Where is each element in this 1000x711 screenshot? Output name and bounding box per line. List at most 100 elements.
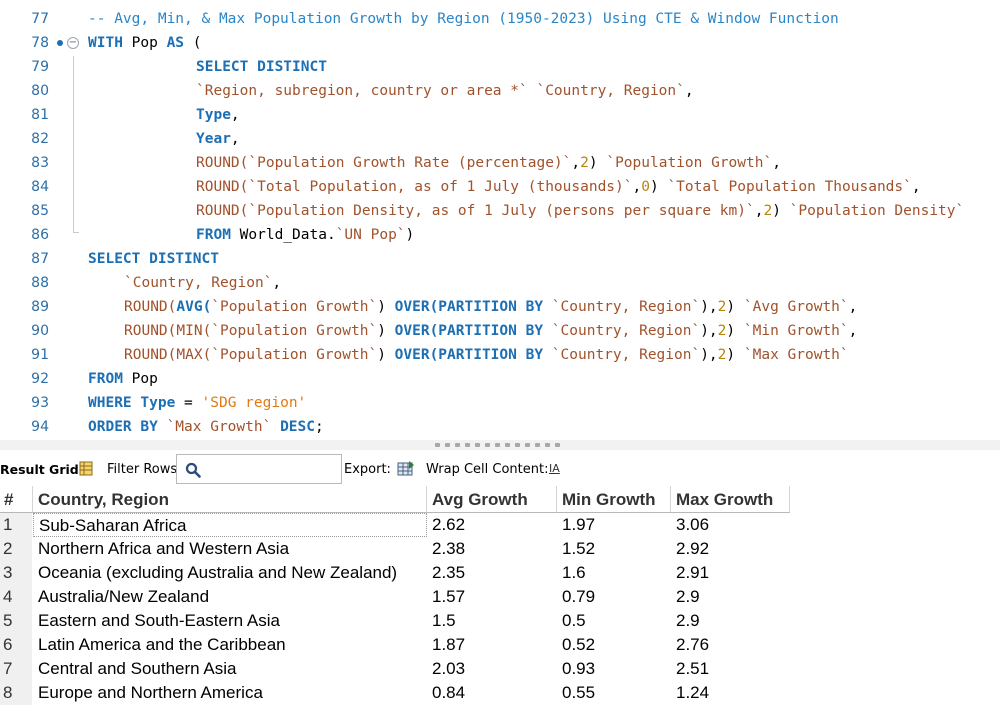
wrap-toggle-icon[interactable]: IA <box>549 462 560 475</box>
cell-max-growth[interactable]: 3.06 <box>676 515 710 534</box>
code-token: `Country, Region` <box>536 83 685 99</box>
table-row[interactable]: 3 Oceania (excluding Australia and New Ze… <box>0 561 1000 585</box>
breakpoint-dot-icon[interactable] <box>57 40 63 46</box>
table-row[interactable]: 8 Europe and Northern America 0.84 0.55 1.24 <box>0 681 1000 705</box>
cell-avg-growth[interactable]: 0.84 <box>432 683 466 702</box>
cell-max-growth[interactable]: 2.92 <box>676 539 710 558</box>
code-line[interactable]: 82 Year, <box>0 127 1000 151</box>
table-row[interactable]: 7 Central and Southern Asia 2.03 0.93 2.51 <box>0 657 1000 681</box>
column-header-avg-growth[interactable]: Avg Growth <box>427 486 557 513</box>
cell-min-growth[interactable]: 0.52 <box>562 635 596 654</box>
cell-min-growth[interactable]: 1.97 <box>562 515 596 534</box>
cell-country-region[interactable]: Latin America and the Caribbean <box>38 635 286 654</box>
code-token: OVER(PARTITION BY <box>394 347 544 363</box>
code-token: SELECT DISTINCT <box>88 251 219 267</box>
row-number-cell[interactable]: 7 <box>0 657 32 681</box>
code-token: 2 <box>717 323 727 339</box>
cell-country-region[interactable]: Northern Africa and Western Asia <box>38 539 290 558</box>
row-number-cell[interactable]: 5 <box>0 609 32 633</box>
code-text: ROUND(AVG(`Population Growth`) OVER(PART… <box>124 295 857 319</box>
result-grid-tab[interactable]: Result Grid <box>0 462 79 477</box>
code-line[interactable]: 94 ORDER BY `Max Growth` DESC; <box>0 415 1000 439</box>
code-line[interactable]: 87 SELECT DISTINCT <box>0 247 1000 271</box>
cell-max-growth[interactable]: 2.9 <box>676 587 700 606</box>
table-row[interactable]: 1 Sub-Saharan Africa 2.62 1.97 3.06 <box>0 513 1000 537</box>
code-token: ( <box>184 35 202 51</box>
cell-min-growth[interactable]: 1.52 <box>562 539 596 558</box>
column-header-row-number[interactable]: # <box>0 486 33 513</box>
row-number-cell[interactable]: 3 <box>0 561 32 585</box>
cell-country-region[interactable]: Australia/New Zealand <box>38 587 210 606</box>
code-token: `Country, Region` <box>124 275 273 291</box>
line-number: 77 <box>31 11 49 27</box>
code-line[interactable]: 80 `Region, subregion, country or area *`… <box>0 79 1000 103</box>
code-token: Type <box>196 107 231 123</box>
row-number-cell[interactable]: 1 <box>0 513 32 537</box>
line-number: 87 <box>31 251 49 267</box>
table-row[interactable]: 2 Northern Africa and Western Asia 2.38 1.5… <box>0 537 1000 561</box>
row-number-cell[interactable]: 4 <box>0 585 32 609</box>
code-line[interactable]: 93 WHERE Type = 'SDG region' <box>0 391 1000 415</box>
table-row[interactable]: 4 Australia/New Zealand 1.57 0.79 2.9 <box>0 585 1000 609</box>
cell-avg-growth[interactable]: 1.87 <box>432 635 466 654</box>
cell-min-growth[interactable]: 0.93 <box>562 659 596 678</box>
row-number-cell[interactable]: 8 <box>0 681 32 705</box>
code-text: ROUND(`Population Density, as of 1 July … <box>196 199 964 223</box>
code-line[interactable]: 91 ROUND(MAX(`Population Growth`) OVER(PA… <box>0 343 1000 367</box>
cell-country-region[interactable]: Europe and Northern America <box>38 683 263 702</box>
code-line[interactable]: 90 ROUND(MIN(`Population Growth`) OVER(PA… <box>0 319 1000 343</box>
cell-avg-growth[interactable]: 1.57 <box>432 587 466 606</box>
code-token: 2 <box>717 347 727 363</box>
column-header-min-growth[interactable]: Min Growth <box>557 486 671 513</box>
cell-avg-growth[interactable]: 2.62 <box>432 515 466 534</box>
splitter-grip <box>555 443 560 447</box>
column-header-max-growth[interactable]: Max Growth <box>671 486 790 513</box>
row-number-cell[interactable]: 6 <box>0 633 32 657</box>
export-label: Export: <box>344 462 391 477</box>
code-line[interactable]: 88 `Country, Region`, <box>0 271 1000 295</box>
cell-max-growth[interactable]: 2.51 <box>676 659 710 678</box>
code-line[interactable]: 86 FROM World_Data.`UN Pop`) <box>0 223 1000 247</box>
cell-max-growth[interactable]: 2.91 <box>676 563 710 582</box>
cell-max-growth[interactable]: 1.24 <box>676 683 710 702</box>
cell-min-growth[interactable]: 1.6 <box>562 563 586 582</box>
code-line[interactable]: 83 ROUND(`Population Growth Rate (percent… <box>0 151 1000 175</box>
code-line[interactable]: 84 ROUND(`Total Population, as of 1 July … <box>0 175 1000 199</box>
code-token: 2 <box>580 155 589 171</box>
table-row[interactable]: 5 Eastern and South-Eastern Asia 1.5 0.5 2.9 <box>0 609 1000 633</box>
cell-country-region[interactable]: Central and Southern Asia <box>38 659 237 678</box>
code-token: ORDER BY <box>88 419 158 435</box>
cell-min-growth[interactable]: 0.79 <box>562 587 596 606</box>
code-token: AS <box>166 35 185 51</box>
table-row[interactable]: 6 Latin America and the Caribbean 1.87 0.52… <box>0 633 1000 657</box>
code-line[interactable]: 81 Type, <box>0 103 1000 127</box>
cell-min-growth[interactable]: 0.55 <box>562 683 596 702</box>
code-text: -- Avg, Min, & Max Population Growth by … <box>88 7 839 31</box>
result-grid[interactable]: # Country, Region Avg Growth Min Growth Max … <box>0 486 1000 711</box>
filter-rows-input[interactable] <box>176 454 342 484</box>
code-line[interactable]: 78 − WITH Pop AS ( <box>0 31 1000 55</box>
cell-avg-growth[interactable]: 2.03 <box>432 659 466 678</box>
cell-min-growth[interactable]: 0.5 <box>562 611 586 630</box>
splitter-grip <box>525 443 530 447</box>
cell-max-growth[interactable]: 2.9 <box>676 611 700 630</box>
fold-toggle-icon[interactable]: − <box>67 37 79 49</box>
row-number-cell[interactable]: 2 <box>0 537 32 561</box>
code-line[interactable]: 92 FROM Pop <box>0 367 1000 391</box>
sql-editor[interactable]: 77 -- Avg, Min, & Max Population Growth b… <box>0 0 1000 440</box>
cell-max-growth[interactable]: 2.76 <box>676 635 710 654</box>
grid-icon[interactable] <box>79 461 93 480</box>
code-line[interactable]: 89 ROUND(AVG(`Population Growth`) OVER(PA… <box>0 295 1000 319</box>
pane-splitter[interactable] <box>0 440 1000 450</box>
cell-avg-growth[interactable]: 2.35 <box>432 563 466 582</box>
cell-country-region[interactable]: Sub-Saharan Africa <box>33 513 427 537</box>
code-line[interactable]: 79 SELECT DISTINCT <box>0 55 1000 79</box>
cell-avg-growth[interactable]: 2.38 <box>432 539 466 558</box>
cell-avg-growth[interactable]: 1.5 <box>432 611 456 630</box>
export-icon[interactable] <box>397 461 415 481</box>
cell-country-region[interactable]: Eastern and South-Eastern Asia <box>38 611 280 630</box>
column-header-country-region[interactable]: Country, Region <box>33 486 427 513</box>
code-line[interactable]: 77 -- Avg, Min, & Max Population Growth b… <box>0 7 1000 31</box>
cell-country-region[interactable]: Oceania (excluding Australia and New Zea… <box>38 563 398 582</box>
code-line[interactable]: 85 ROUND(`Population Density, as of 1 Jul… <box>0 199 1000 223</box>
